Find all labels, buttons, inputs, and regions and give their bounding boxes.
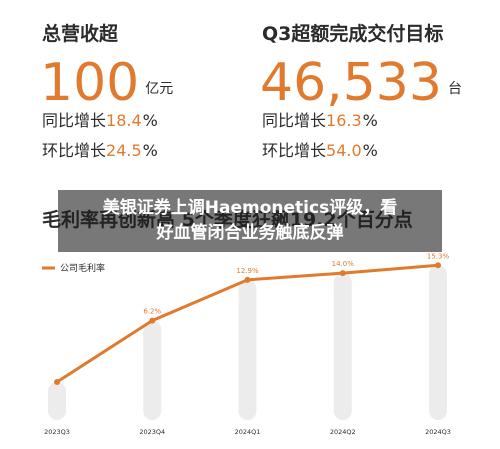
- stat-row-unit: %: [143, 111, 158, 130]
- column: [429, 265, 447, 420]
- point: [149, 317, 156, 324]
- column: [48, 381, 66, 420]
- overlay-banner: [58, 190, 442, 252]
- stat-unit: 台: [448, 81, 462, 97]
- stat-row-value: 18.4: [106, 111, 142, 130]
- stat-unit: 亿元: [145, 81, 173, 97]
- value-label: 12.9%: [236, 267, 259, 275]
- value-label: 14.0%: [332, 260, 355, 268]
- stat-title: Q3超额完成交付目标: [262, 22, 443, 45]
- value-label: 15.3%: [427, 252, 450, 260]
- stat-value: 46,533: [260, 53, 442, 113]
- stat-row-unit: %: [363, 141, 378, 160]
- stat-row-value: 54.0: [326, 141, 362, 160]
- stat-row-value: 16.3: [326, 111, 362, 130]
- x-tick-label: 2024Q1: [235, 428, 261, 436]
- stat-row-label: 环比增长: [42, 141, 106, 160]
- overlay-headline: 好血管闭合业务触底反弹: [156, 222, 344, 243]
- x-tick-label: 2024Q2: [330, 428, 356, 436]
- column: [143, 320, 162, 420]
- overlay-headline: 美银证券上调Haemonetics评级，看: [103, 197, 397, 218]
- legend-label: 公司毛利率: [60, 262, 105, 274]
- stat-row-label: 环比增长: [262, 141, 326, 160]
- x-tick-label: 2023Q4: [139, 428, 165, 436]
- point: [54, 378, 60, 385]
- point: [435, 262, 441, 269]
- stat-row-value: 24.5: [106, 141, 142, 160]
- stat-title: 总营收超: [42, 22, 119, 45]
- point: [339, 270, 346, 277]
- stat-row-label: 同比增长: [262, 111, 326, 130]
- stat-value: 100: [40, 53, 139, 113]
- stat-row-unit: %: [143, 141, 158, 160]
- column: [238, 279, 257, 420]
- stat-row-label: 同比增长: [42, 111, 106, 130]
- x-tick-label: 2023Q3: [44, 428, 70, 436]
- column: [333, 273, 352, 420]
- point: [244, 276, 251, 283]
- value-label: 6.2%: [143, 308, 161, 316]
- x-tick-label: 2024Q3: [425, 428, 451, 436]
- stat-row-unit: %: [363, 111, 378, 130]
